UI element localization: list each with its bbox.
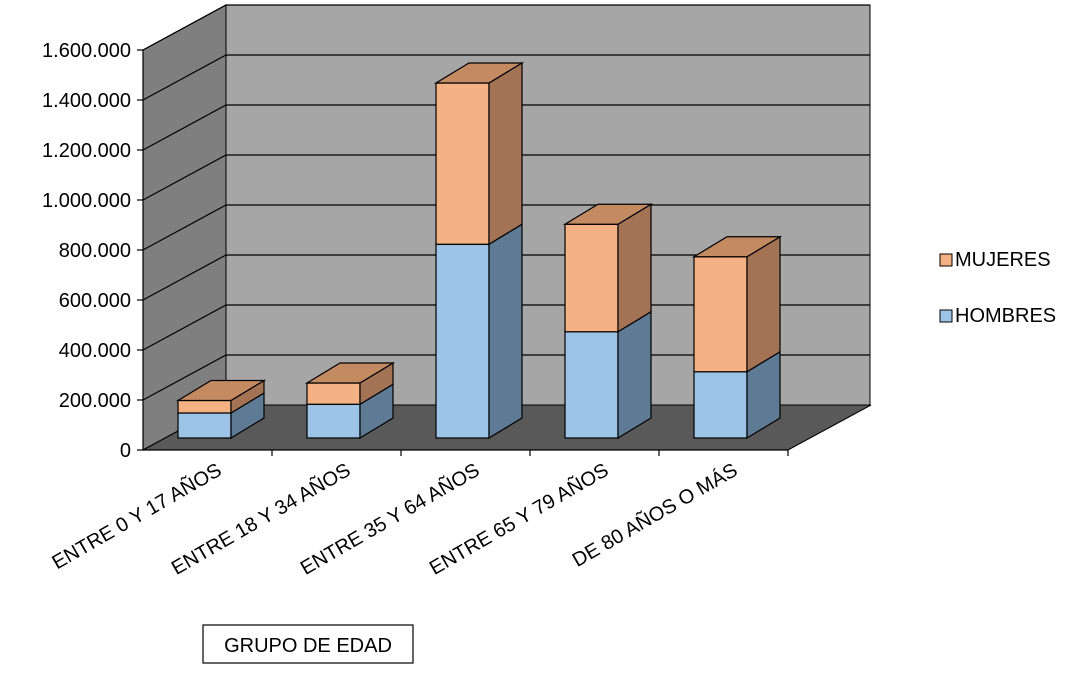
gridline: [142, 4, 870, 51]
bar-side: [746, 235, 781, 373]
y-tick-label: 400.000: [59, 340, 131, 362]
x-axis-title-text: GRUPO DE EDAD: [224, 635, 392, 657]
bar-top: [691, 236, 783, 258]
bar-top: [433, 62, 525, 84]
bar-side: [488, 223, 523, 440]
y-tick-label: 1.600.000: [42, 40, 131, 62]
x-axis-title-box: [202, 624, 414, 664]
legend-swatch: [939, 309, 953, 323]
gridlines: [142, 4, 870, 401]
bar-segment: [693, 256, 748, 373]
bar-segment: [693, 371, 748, 439]
y-tick-label: 1.000.000: [42, 190, 131, 212]
bar-top: [304, 362, 396, 384]
bar-side: [617, 310, 652, 440]
y-tick-label: 1.400.000: [42, 90, 131, 112]
bar-segment: [306, 403, 361, 439]
y-tick-label: 800.000: [59, 240, 131, 262]
legend: MUJERES HOMBRES: [939, 249, 1056, 327]
bar-side: [488, 61, 523, 246]
bar-segment: [177, 412, 232, 439]
bar-segment: [435, 243, 490, 439]
bars: [175, 61, 783, 440]
bar-top: [175, 379, 267, 402]
legend-label: HOMBRES: [955, 305, 1056, 327]
bar-segment: [435, 82, 490, 245]
y-axis: 0 200.000 400.000 600.000 800.000 1.000.000 1.…: [42, 40, 144, 462]
gridline: [142, 54, 870, 101]
y-tick-label: 0: [120, 440, 131, 462]
y-tick-label: 1.200.000: [42, 140, 131, 162]
gridline: [142, 104, 870, 151]
bar-top: [562, 203, 654, 225]
bar-segment: [306, 382, 361, 405]
legend-label: MUJERES: [955, 249, 1051, 271]
y-tick-label: 600.000: [59, 290, 131, 312]
gridline: [142, 154, 870, 201]
gridline: [142, 354, 870, 401]
gridline: [142, 254, 870, 301]
bar-segment: [564, 331, 619, 439]
x-axis-title: GRUPO DE EDAD: [202, 624, 414, 664]
gridline: [142, 304, 870, 351]
bar-side: [617, 203, 652, 333]
bar-segment: [177, 399, 232, 414]
legend-swatch: [939, 253, 953, 267]
bar-segment: [564, 223, 619, 333]
gridline: [142, 204, 870, 251]
y-tick-label: 200.000: [59, 390, 131, 412]
